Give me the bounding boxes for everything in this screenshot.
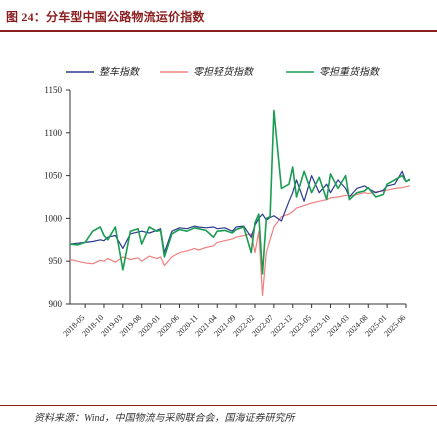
series-group (69, 109, 411, 296)
x-axis: 2018-052018-102019-032019-082020-012020-… (61, 303, 407, 338)
y-axis: 900 950 1000 1050 1100 1150 (44, 85, 71, 309)
y-tick-label: 900 (49, 299, 63, 309)
x-tick-label: 2025-06 (382, 313, 407, 338)
figure-title: 图 24：分车型中国公路物流运价指数 (6, 10, 205, 24)
series-line-1 (69, 185, 410, 296)
source-note: 资料来源：Wind，中国物流与采购联合会，国海证券研究所 (34, 413, 295, 424)
chart: 整车指数 零担轻货指数 零担重货指数 9009501000105011001150 … (44, 66, 411, 338)
legend-label: 零担重货指数 (319, 66, 381, 78)
y-tick-label: 1000 (44, 213, 63, 223)
y-tick-label: 1150 (44, 85, 62, 95)
legend-label: 整车指数 (99, 66, 141, 78)
source-rule (0, 405, 437, 406)
y-tick-label: 1050 (44, 171, 63, 181)
series-line-2 (69, 109, 411, 275)
y-tick-label: 950 (49, 256, 63, 266)
series-line-0 (69, 170, 411, 254)
title-rule (0, 30, 437, 32)
y-tick-label: 1100 (44, 128, 62, 138)
chart-legend: 整车指数 零担轻货指数 零担重货指数 (66, 66, 381, 78)
legend-label: 零担轻货指数 (193, 66, 255, 78)
